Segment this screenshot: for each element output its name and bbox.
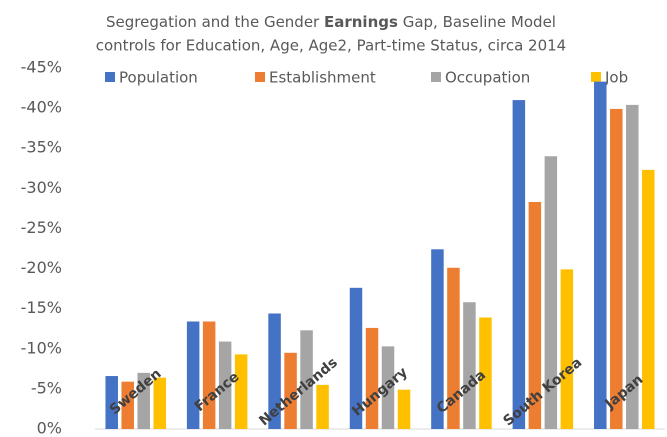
y-tick-label: -25% xyxy=(21,218,62,237)
bar xyxy=(381,346,395,429)
y-tick-label: -5% xyxy=(31,378,62,397)
y-tick-label: -20% xyxy=(21,258,62,277)
bar xyxy=(105,376,118,429)
legend-swatch xyxy=(105,72,115,82)
y-tick-label: -35% xyxy=(21,138,62,157)
bar xyxy=(610,108,623,429)
bar xyxy=(512,100,526,429)
bar xyxy=(284,352,297,429)
title-part: Gap, Baseline Model xyxy=(398,13,556,31)
y-tick-label: -40% xyxy=(21,98,62,117)
y-tick-label: 0% xyxy=(37,419,62,437)
bar xyxy=(234,354,248,429)
title-part: Segregation and the Gender xyxy=(106,13,324,31)
bar xyxy=(397,389,411,429)
bar xyxy=(316,384,329,429)
bar xyxy=(186,321,200,429)
bar xyxy=(528,201,542,429)
bar xyxy=(365,327,379,429)
bar xyxy=(153,377,166,429)
bar xyxy=(121,381,134,429)
legend-label: Job xyxy=(604,69,628,87)
chart-title: Segregation and the Gender Earnings Gap,… xyxy=(106,13,556,31)
x-tick-label: Japan xyxy=(601,372,646,413)
bar xyxy=(626,104,639,429)
legend-label: Establishment xyxy=(269,69,376,87)
bar xyxy=(202,321,216,429)
bar xyxy=(642,169,655,430)
y-tick-label: -10% xyxy=(21,338,62,357)
bar xyxy=(300,330,313,429)
chart-subtitle: controls for Education, Age, Age2, Part-… xyxy=(96,37,566,55)
legend-swatch xyxy=(591,72,601,82)
y-tick-label: -45% xyxy=(21,58,62,77)
bar xyxy=(137,372,150,429)
y-tick-label: -30% xyxy=(21,178,62,197)
legend-label: Occupation xyxy=(445,69,530,87)
bar xyxy=(447,267,460,429)
bar xyxy=(349,287,363,429)
legend-label: Population xyxy=(119,69,198,87)
title-part: Earnings xyxy=(324,13,398,31)
bar xyxy=(544,156,558,429)
bar xyxy=(463,302,476,429)
bar xyxy=(560,269,574,429)
bar xyxy=(218,341,232,429)
bar xyxy=(594,81,607,429)
bar xyxy=(479,317,492,429)
bar xyxy=(431,249,444,429)
legend-swatch xyxy=(255,72,265,82)
bar xyxy=(268,313,281,429)
y-tick-label: -15% xyxy=(21,298,62,317)
legend-swatch xyxy=(431,72,441,82)
